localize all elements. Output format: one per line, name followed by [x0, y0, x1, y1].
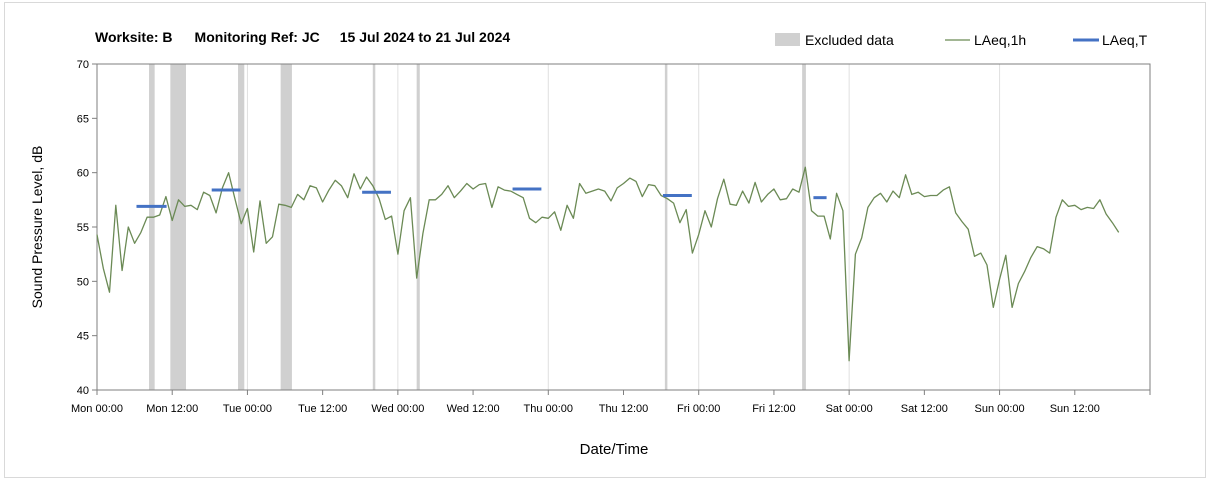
legend-excluded-swatch	[775, 33, 800, 46]
chart-title: Worksite: B Monitoring Ref: JC 15 Jul 2024…	[95, 29, 510, 45]
x-tick-label: Tue 00:00	[223, 403, 272, 415]
y-tick-label: 60	[77, 168, 89, 180]
y-tick-label: 65	[77, 113, 89, 125]
x-tick-label: Mon 12:00	[146, 403, 198, 415]
excluded-data-band	[372, 64, 376, 390]
excluded-data-band	[170, 64, 187, 390]
x-tick-label: Thu 00:00	[524, 403, 574, 415]
x-tick-label: Tue 12:00	[298, 403, 347, 415]
x-tick-label: Sun 12:00	[1050, 403, 1100, 415]
x-tick-label: Fri 00:00	[677, 403, 720, 415]
x-tick-label: Sat 00:00	[826, 403, 873, 415]
x-tick-label: Sun 00:00	[974, 403, 1024, 415]
legend-laeq-t-label: LAeq,T	[1102, 32, 1148, 48]
plot-area	[96, 63, 1151, 391]
legend-excluded-label: Excluded data	[805, 32, 894, 48]
y-tick-label: 40	[77, 385, 89, 397]
x-tick-label: Mon 00:00	[71, 403, 123, 415]
title-worksite: Worksite: B	[95, 29, 173, 45]
x-tick-label: Fri 12:00	[752, 403, 795, 415]
title-date-range: 15 Jul 2024 to 21 Jul 2024	[340, 29, 511, 45]
y-tick-label: 50	[77, 276, 89, 288]
excluded-data-band	[149, 64, 155, 390]
x-tick-label: Wed 12:00	[447, 403, 500, 415]
excluded-data-band	[416, 64, 420, 390]
title-monitoring-ref: Monitoring Ref: JC	[195, 29, 320, 45]
y-tick-label: 55	[77, 222, 89, 234]
excluded-data-band	[664, 64, 668, 390]
x-tick-label: Wed 00:00	[371, 403, 424, 415]
legend-laeq-1h-label: LAeq,1h	[974, 32, 1026, 48]
y-axis-title: Sound Pressure Level, dB	[29, 146, 45, 309]
excluded-data-band	[802, 64, 806, 390]
x-tick-label: Thu 12:00	[599, 403, 649, 415]
chart-frame	[4, 2, 1206, 478]
x-axis-title: Date/Time	[580, 441, 649, 458]
x-tick-label: Sat 12:00	[901, 403, 948, 415]
y-tick-label: 45	[77, 331, 89, 343]
y-tick-label: 70	[77, 59, 89, 71]
laeq-1h-series-line	[96, 166, 1120, 362]
excluded-data-band	[238, 64, 245, 390]
excluded-data-band	[280, 64, 292, 390]
